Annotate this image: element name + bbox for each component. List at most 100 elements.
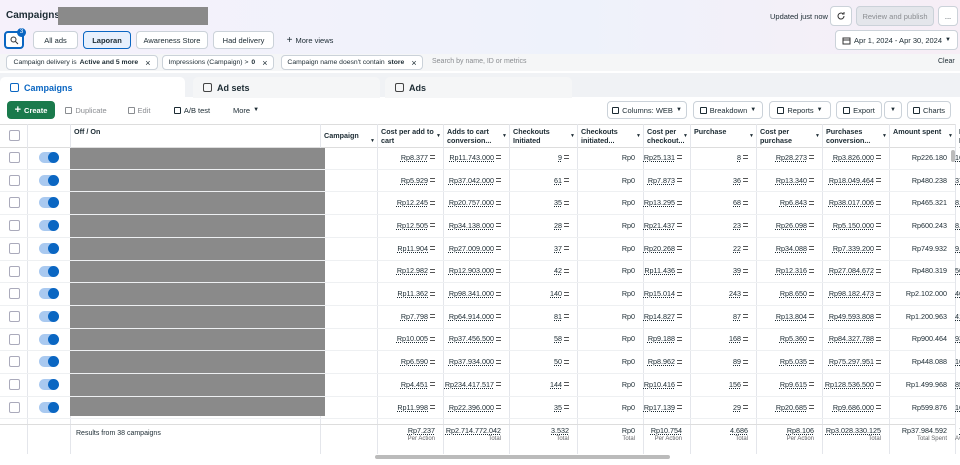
metric-value: Rp1.499.968 [905, 379, 947, 389]
view-button[interactable]: Had delivery [213, 31, 274, 49]
view-button[interactable]: Awareness Store [136, 31, 208, 49]
info-icon [496, 359, 501, 364]
checkbox[interactable] [9, 379, 20, 390]
info-icon [809, 155, 814, 160]
metric-value: Rp34.138.000 [448, 220, 494, 230]
info-icon [430, 336, 435, 341]
info-icon [564, 359, 569, 364]
toggle[interactable] [39, 401, 59, 413]
total-note: Average [955, 436, 960, 442]
column-divider [756, 124, 757, 454]
info-icon [496, 268, 501, 273]
column-header[interactable]: Cost per checkout... ▼ [647, 127, 688, 145]
filter-prefix: Campaign delivery is [13, 59, 77, 66]
review-button[interactable]: Review and publish [856, 6, 934, 26]
column-header[interactable]: Purchase ▼ [694, 127, 754, 139]
view-button[interactable]: All ads [33, 31, 78, 49]
duplicate-button[interactable]: Duplicate [60, 101, 112, 119]
toggle[interactable] [39, 197, 59, 209]
metric-cell: Rp8.377 [377, 146, 443, 169]
metric-cell: Rp27.084.672 [822, 260, 889, 283]
metric-value: Rp0 [621, 243, 635, 253]
filter-chip[interactable]: Campaign delivery is Active and 5 more × [6, 55, 158, 70]
charts-button[interactable]: Charts [907, 101, 951, 119]
metric-cell: 29 [690, 396, 756, 419]
tab[interactable]: Ads [385, 77, 572, 98]
breakdown-button[interactable]: Breakdown ▼ [693, 101, 763, 119]
export-button[interactable]: Export [836, 101, 882, 119]
metric-value: 168 [729, 334, 741, 344]
more-button[interactable]: ... [938, 6, 958, 26]
refresh-button[interactable] [830, 6, 852, 26]
date-picker[interactable]: Apr 1, 2024 - Apr 30, 2024 ▼ [835, 30, 958, 50]
column-divider [822, 124, 823, 454]
view-button[interactable]: + More views [280, 31, 340, 49]
metric-value: 39 [733, 266, 741, 276]
column-header[interactable]: Cost per purchase ▼ [760, 127, 820, 145]
metric-value: Rp27.009.000 [448, 243, 494, 253]
checkbox[interactable] [9, 401, 20, 413]
checkbox[interactable] [9, 220, 20, 232]
toggle[interactable] [39, 174, 59, 186]
info-icon [743, 200, 748, 205]
checkbox[interactable] [9, 197, 20, 209]
info-icon [743, 246, 748, 251]
filter-chip[interactable]: Impressions (Campaign) >0 × [162, 55, 274, 70]
toggle[interactable] [39, 333, 59, 345]
column-header[interactable]: Off / On [74, 127, 101, 136]
metric-cell: Rp480.319 [889, 260, 955, 283]
checkbox[interactable] [9, 288, 20, 300]
edit-button[interactable]: Edit [121, 101, 157, 119]
column-header[interactable]: Purchases conversion... ▼ [826, 127, 887, 145]
toggle[interactable] [39, 152, 59, 163]
toggle[interactable] [39, 220, 59, 232]
checkbox[interactable] [9, 130, 20, 141]
metric-cell: Rp749.932 [889, 237, 955, 260]
column-header[interactable]: Checkouts initiated... ▼ [581, 127, 641, 145]
toggle[interactable] [39, 310, 59, 322]
filter-chip[interactable]: Campaign name doesn't contain store × [281, 55, 423, 70]
info-icon [743, 382, 748, 387]
column-header[interactable]: Purchase ROAS (retur...▼ [955, 124, 960, 148]
total-note: Total [735, 436, 748, 442]
toggle[interactable] [39, 356, 59, 368]
ab_test-button[interactable]: A/B test [166, 101, 218, 119]
column-header[interactable]: Adds to cart conversion... ▼ [447, 127, 507, 145]
toggle[interactable] [39, 242, 59, 254]
clear-filters[interactable]: Clear [938, 58, 955, 65]
columns-button[interactable]: Columns: WEB ▼ [607, 101, 687, 119]
sort-caret: ▼ [815, 133, 820, 139]
view-button[interactable]: Laporan [83, 31, 131, 49]
tab[interactable]: Ad sets [193, 77, 380, 98]
toggle[interactable] [39, 379, 59, 390]
checkbox[interactable] [9, 333, 20, 345]
metric-value: Rp226.180 [911, 152, 947, 162]
column-header[interactable]: Cost per add to cart ▼ [381, 127, 441, 145]
column-header[interactable]: Checkouts Initiated ▼ [513, 127, 575, 145]
more-button[interactable]: More ▼ [226, 101, 266, 119]
header-row [0, 124, 955, 148]
metric-value: 36 [733, 175, 741, 185]
column-header[interactable]: Amount spent ▼ [893, 127, 953, 139]
metric-cell: Rp0 [577, 191, 643, 214]
metric-value: Rp13.804 [775, 311, 807, 321]
checkbox[interactable] [9, 356, 20, 368]
checkbox[interactable] [9, 242, 20, 254]
reports-button[interactable]: Reports ▼ [769, 101, 831, 119]
tab[interactable]: Campaigns [0, 77, 185, 98]
create-button[interactable]: + Create [7, 101, 55, 119]
remove-icon: × [262, 57, 268, 68]
checkbox[interactable] [9, 152, 20, 163]
caret: ▼ [253, 107, 260, 113]
checkbox[interactable] [9, 265, 20, 277]
metric-value: 35 [554, 198, 562, 208]
checkbox[interactable] [9, 310, 20, 322]
metric-cell: Rp7.873 [643, 169, 690, 192]
toggle[interactable] [39, 288, 59, 300]
metric-value: Rp600.243 [911, 220, 947, 230]
toggle[interactable] [39, 265, 59, 277]
column-header[interactable]: Campaign ▼ [320, 124, 377, 148]
plus-icon: + [286, 34, 293, 46]
export-menu[interactable]: ▼ [884, 101, 902, 119]
checkbox[interactable] [9, 174, 20, 186]
